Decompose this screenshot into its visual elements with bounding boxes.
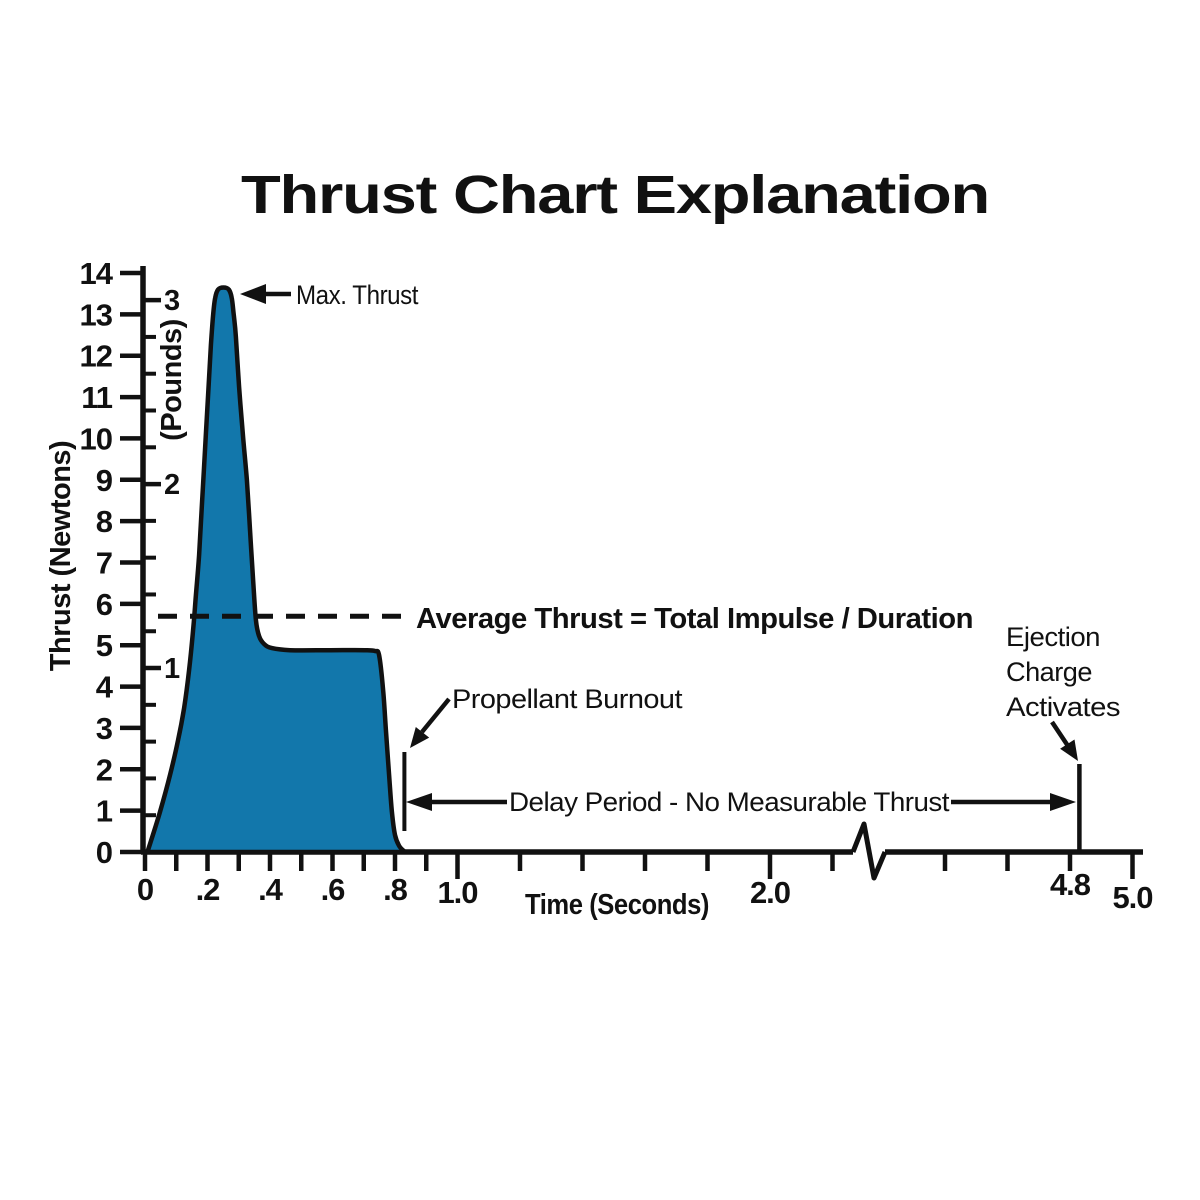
ejection-arrowhead-icon	[1060, 739, 1078, 761]
x-tick-label: 4.8	[1050, 867, 1091, 902]
y-tick-label: 4	[96, 670, 114, 705]
ejection-arrow-shaft	[1050, 720, 1070, 748]
ejection-charge-callout: Ejection Charge Activates	[1006, 622, 1121, 761]
pounds-axis-label: (Pounds)	[156, 319, 188, 441]
x-tick-label: 5.0	[1112, 880, 1152, 915]
y-tick-label: 1	[96, 794, 113, 829]
burnout-arrowhead-icon	[410, 727, 430, 748]
x-tick-label: .2	[196, 872, 220, 907]
max-thrust-label: Max. Thrust	[296, 280, 419, 310]
y-tick-label: 2	[96, 752, 112, 787]
pound-tick-label: 2	[164, 469, 179, 501]
y-tick-label: 10	[80, 421, 112, 456]
y-tick-label: 12	[80, 339, 112, 374]
x-axis: 0 .2 .4 .6 .8 1.0 2.0 4.8 5.0	[137, 821, 1154, 915]
x-tick-label: .4	[258, 872, 284, 907]
chart-title: Thrust Chart Explanation	[241, 165, 989, 225]
y-tick-label: 0	[96, 835, 112, 870]
ejection-label-line1: Ejection	[1006, 622, 1100, 652]
x-tick-label: .8	[383, 872, 408, 907]
y-tick-label: 3	[96, 711, 113, 746]
thrust-curve-area	[145, 285, 407, 855]
average-thrust-label: Average Thrust = Total Impulse / Duratio…	[416, 603, 973, 635]
y-tick-label: 14	[80, 256, 114, 291]
y-tick-label: 5	[96, 628, 113, 663]
y-tick-label: 11	[81, 380, 113, 415]
delay-right-arrowhead-icon	[1050, 793, 1076, 811]
y-tick-label: 13	[80, 297, 113, 332]
ejection-label-line3: Activates	[1006, 692, 1120, 722]
axis-break-icon	[850, 821, 888, 881]
x-tick-label: 0	[137, 872, 153, 907]
x-tick-label: .6	[321, 872, 346, 907]
x-tick-label: 1.0	[437, 875, 477, 910]
propellant-burnout-label: Propellant Burnout	[452, 684, 683, 714]
y-tick-label: 6	[96, 587, 113, 622]
y-tick-label: 8	[96, 504, 113, 539]
ejection-label-line2: Charge	[1006, 657, 1092, 687]
x-axis-label: Time (Seconds)	[525, 889, 709, 921]
pound-tick-label: 1	[164, 653, 180, 685]
max-thrust-callout: Max. Thrust	[240, 280, 419, 310]
pound-tick-label: 3	[164, 285, 180, 317]
delay-period-label: Delay Period - No Measurable Thrust	[509, 787, 950, 817]
y-tick-label: 9	[96, 463, 113, 498]
y-tick-label: 7	[96, 546, 112, 581]
pounds-axis: 1 2 3	[143, 285, 181, 818]
x-tick-label: 2.0	[750, 875, 790, 910]
burnout-arrow-shaft	[420, 697, 451, 734]
y-axis-label: Thrust (Newtons)	[45, 441, 77, 671]
delay-period-callout: Delay Period - No Measurable Thrust	[406, 787, 1076, 817]
propellant-burnout-callout: Propellant Burnout	[410, 684, 684, 748]
max-thrust-arrowhead-icon	[240, 284, 266, 304]
delay-left-arrowhead-icon	[406, 793, 432, 811]
